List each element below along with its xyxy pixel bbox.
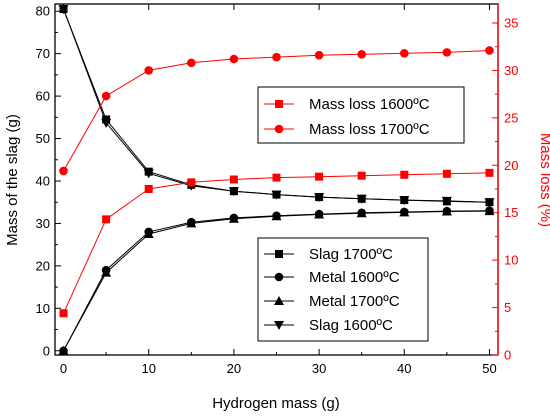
y-tick-label: 10 (36, 301, 50, 316)
x-tick-label: 40 (397, 361, 411, 376)
legend-label-1: Mass loss 1700ºC (309, 121, 430, 138)
y-tick-label: 80 (36, 4, 50, 19)
legend-mass-loss: Mass loss 1600ºC Mass loss 1700ºC (257, 86, 465, 144)
data-point (356, 208, 367, 218)
data-point (59, 309, 68, 318)
data-point (442, 48, 452, 57)
legend-box (257, 86, 465, 144)
data-point (271, 190, 282, 200)
legend-label-3: Metal 1600ºC (309, 269, 400, 286)
legend-marker-2 (275, 250, 283, 258)
y2-tick-label: 0 (504, 348, 511, 363)
data-point (58, 345, 69, 355)
x-tick-label: 0 (60, 361, 67, 376)
x-tick-label: 10 (141, 361, 155, 376)
data-point (442, 169, 451, 178)
data-point (229, 175, 238, 184)
y-tick-label: 60 (36, 89, 50, 104)
x-tick-label: 30 (312, 361, 326, 376)
legend-box (257, 237, 429, 342)
legend-marker-3 (274, 272, 284, 282)
data-point (315, 172, 324, 181)
y2-tick-label: 35 (504, 15, 518, 30)
y-tick-label: 70 (36, 46, 50, 61)
data-point (441, 196, 452, 206)
legend-marker-4 (274, 296, 284, 305)
y2-tick-label: 10 (504, 253, 518, 268)
data-point (357, 171, 366, 180)
y2-tick-label: 15 (504, 205, 518, 220)
data-point (186, 218, 197, 228)
data-point (228, 187, 239, 197)
y-tick-label: 0 (43, 343, 50, 358)
data-point (272, 173, 281, 182)
x-tick-label: 50 (482, 361, 496, 376)
data-point (101, 118, 112, 128)
data-point (399, 49, 409, 58)
legend-marker-0 (275, 100, 283, 108)
data-point (485, 46, 494, 55)
series-layer (58, 5, 495, 356)
data-point (314, 193, 325, 203)
data-point (144, 184, 153, 193)
data-point (441, 206, 452, 216)
data-point (484, 198, 495, 208)
data-point (187, 58, 196, 68)
data-point (314, 209, 325, 219)
data-point (356, 194, 367, 204)
data-point (400, 170, 409, 179)
data-point (187, 178, 196, 187)
y-tick-label: 30 (36, 216, 50, 231)
data-point (484, 206, 495, 216)
y2-tick-label: 30 (504, 63, 518, 78)
data-point (59, 166, 68, 176)
y-axis-ticks: 0 10 20 30 40 50 60 70 80 (36, 4, 61, 358)
data-point (101, 91, 111, 101)
x-axis-label: Hydrogen mass (g) (212, 395, 340, 412)
data-point (399, 207, 410, 217)
legend-label-5: Slag 1600ºC (309, 317, 393, 334)
data-point (485, 168, 494, 177)
y2-axis-ticks: 0 5 10 15 20 25 30 35 (492, 15, 518, 363)
data-point (144, 66, 154, 75)
y-tick-label: 50 (36, 131, 50, 146)
x-axis-ticks: 0 10 20 30 40 50 (60, 4, 497, 376)
data-point (143, 169, 154, 179)
legend-label-4: Metal 1700ºC (309, 293, 400, 310)
data-point (272, 52, 281, 62)
data-point (399, 196, 410, 206)
data-point (314, 50, 324, 60)
data-point (58, 5, 69, 15)
y-axis-label: Mass of the slag (g) (4, 114, 21, 246)
y2-axis-label: Mass loss (%) (537, 133, 550, 227)
data-point (228, 213, 239, 223)
data-point (101, 267, 112, 277)
legend-marker-5 (274, 321, 284, 330)
legend-label-2: Slag 1700ºC (309, 246, 393, 263)
data-point (357, 49, 366, 59)
y2-tick-label: 20 (504, 158, 518, 173)
y2-tick-label: 25 (504, 110, 518, 125)
data-point (271, 211, 282, 221)
legend-slag-metal: Slag 1700ºC Metal 1600ºC Metal 1700ºC Sl… (257, 237, 429, 342)
data-point (143, 229, 154, 239)
x-tick-label: 20 (227, 361, 241, 376)
y-tick-label: 40 (36, 173, 50, 188)
y-tick-label: 20 (36, 258, 50, 273)
legend-marker-1 (274, 124, 284, 134)
y2-tick-label: 5 (504, 300, 511, 315)
data-point (229, 54, 239, 64)
legend-label-0: Mass loss 1600ºC (309, 96, 430, 113)
data-point (102, 215, 111, 224)
